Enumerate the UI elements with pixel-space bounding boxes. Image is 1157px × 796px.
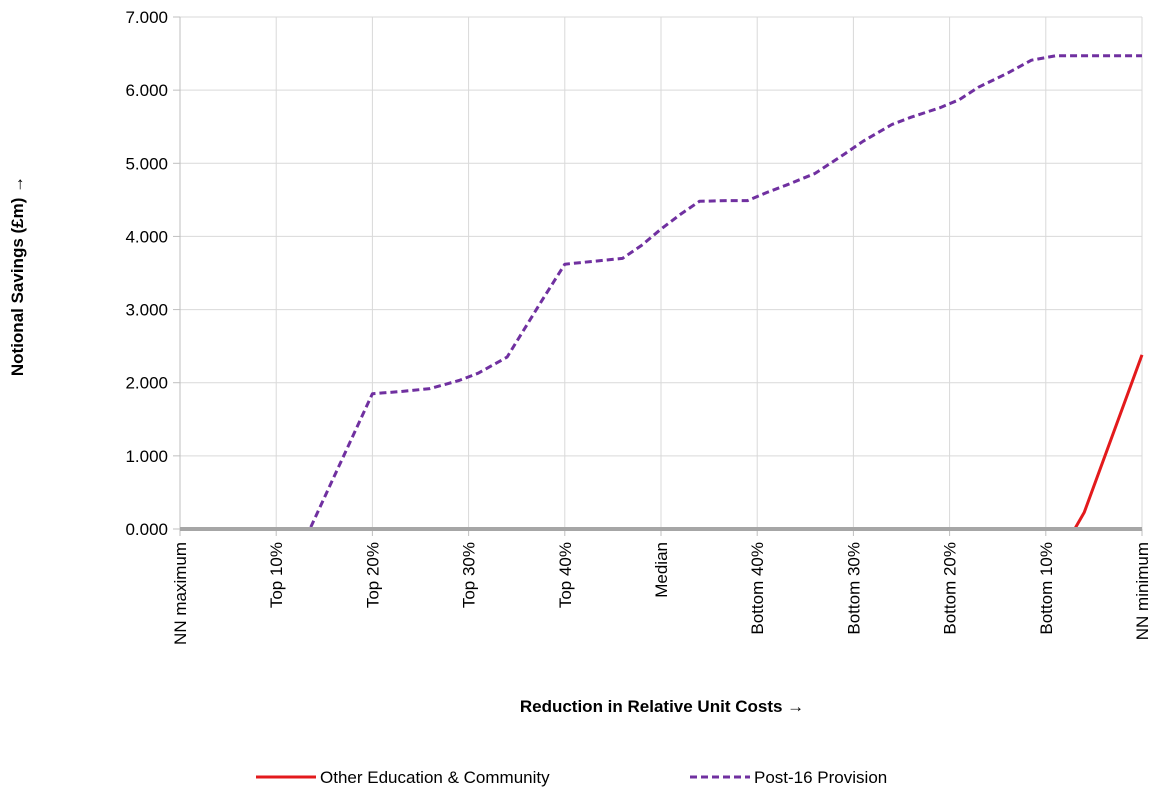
y-tick-label: 5.000 xyxy=(125,154,168,173)
x-tick-label: Top 40% xyxy=(556,542,575,608)
chart-axes xyxy=(173,16,1143,536)
y-tick-label: 6.000 xyxy=(125,81,168,100)
legend-label-1: Post-16 Provision xyxy=(754,768,887,787)
y-tick-label: 1.000 xyxy=(125,447,168,466)
y-tick-label: 2.000 xyxy=(125,374,168,393)
x-tick-label: Bottom 30% xyxy=(844,542,863,635)
legend-label-0: Other Education & Community xyxy=(320,768,550,787)
series-line-1 xyxy=(180,54,1142,531)
y-tick-label: 0.000 xyxy=(125,520,168,539)
x-tick-label: Median xyxy=(652,542,671,598)
x-tick-label: NN maximum xyxy=(171,542,190,645)
x-tick-label: Top 20% xyxy=(363,542,382,608)
x-tick-label: Bottom 20% xyxy=(941,542,960,635)
x-tick-label: NN minimum xyxy=(1133,542,1152,640)
y-axis-ticks: 0.000 1.000 2.000 3.000 4.000 5.000 6.000 7.000 xyxy=(125,8,168,539)
chart-legend: Other Education & Community Post-16 Provi… xyxy=(256,768,887,787)
y-tick-label: 7.000 xyxy=(125,8,168,27)
x-tick-label: Top 10% xyxy=(267,542,286,608)
y-tick-label: 4.000 xyxy=(125,227,168,246)
y-tick-label: 3.000 xyxy=(125,301,168,320)
y-axis-title: Notional Savings (£m) → xyxy=(8,176,27,376)
x-tick-label: Top 30% xyxy=(460,542,479,608)
x-tick-label: Bottom 10% xyxy=(1037,542,1056,635)
x-tick-label: Bottom 40% xyxy=(748,542,767,635)
x-axis-title: Reduction in Relative Unit Costs → xyxy=(520,697,804,716)
x-axis-ticks: NN maximum Top 10% Top 20% Top 30% Top 40% Me… xyxy=(171,542,1152,645)
chart-grid xyxy=(180,16,1143,529)
